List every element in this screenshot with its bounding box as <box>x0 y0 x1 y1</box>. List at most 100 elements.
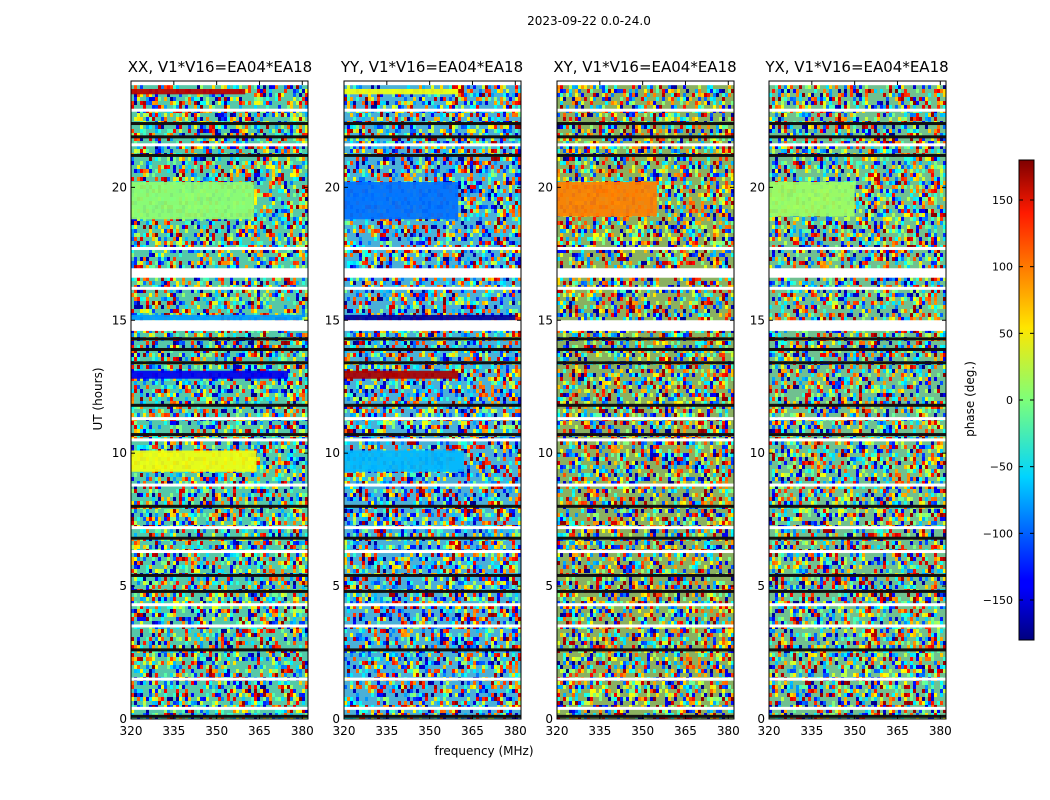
noise-cell <box>194 441 197 445</box>
noise-cell <box>227 561 230 565</box>
noise-cell <box>203 357 206 361</box>
noise-cell <box>161 481 164 485</box>
noise-cell <box>227 401 230 405</box>
noise-cell <box>167 377 170 381</box>
noise-cell <box>305 665 308 669</box>
noise-cell <box>299 369 302 373</box>
noise-cell <box>269 641 272 645</box>
noise-cell <box>215 545 218 549</box>
noise-cell <box>182 101 185 105</box>
noise-cell <box>272 389 275 393</box>
noise-cell <box>293 633 296 637</box>
noise-cell <box>152 689 155 693</box>
noise-cell <box>152 681 155 685</box>
noise-cell <box>296 397 299 401</box>
noise-cell <box>185 305 188 309</box>
noise-cell <box>266 449 269 453</box>
noise-cell <box>212 249 215 253</box>
noise-cell <box>206 493 209 497</box>
noise-cell <box>173 97 176 101</box>
noise-cell <box>248 669 251 673</box>
noise-cell <box>290 397 293 401</box>
noise-cell <box>245 657 248 661</box>
noise-cell <box>233 169 236 173</box>
noise-cell <box>284 89 287 93</box>
noise-cell <box>179 473 182 477</box>
noise-cell <box>254 629 257 633</box>
noise-cell <box>155 377 158 381</box>
noise-cell <box>305 253 308 257</box>
noise-cell <box>272 661 275 665</box>
noise-cell <box>218 497 221 501</box>
noise-cell <box>287 529 290 533</box>
noise-cell <box>263 149 266 153</box>
noise-cell <box>224 517 227 521</box>
noise-cell <box>269 405 272 409</box>
noise-cell <box>299 501 302 505</box>
noise-cell <box>230 297 233 301</box>
noise-cell <box>206 261 209 265</box>
noise-cell <box>197 577 200 581</box>
noise-cell <box>296 561 299 565</box>
noise-cell <box>209 149 212 153</box>
noise-cell <box>260 305 263 309</box>
noise-cell <box>203 125 206 129</box>
noise-cell <box>284 657 287 661</box>
noise-cell <box>140 621 143 625</box>
noise-cell <box>218 681 221 685</box>
noise-cell <box>179 425 182 429</box>
noise-cell <box>203 565 206 569</box>
noise-cell <box>188 621 191 625</box>
noise-cell <box>137 117 140 121</box>
noise-cell <box>218 173 221 177</box>
noise-cell <box>158 529 161 533</box>
noise-cell <box>299 541 302 545</box>
noise-cell <box>134 389 137 393</box>
noise-cell <box>179 117 182 121</box>
noise-cell <box>299 497 302 501</box>
noise-cell <box>254 193 257 197</box>
noise-cell <box>215 661 218 665</box>
noise-cell <box>143 485 146 489</box>
noise-cell <box>221 517 224 521</box>
noise-cell <box>233 569 236 573</box>
noise-cell <box>212 693 215 697</box>
noise-cell <box>284 309 287 313</box>
noise-cell <box>206 517 209 521</box>
noise-cell <box>239 241 242 245</box>
noise-cell <box>299 297 302 301</box>
noise-cell <box>194 561 197 565</box>
noise-cell <box>167 681 170 685</box>
noise-cell <box>260 513 263 517</box>
noise-cell <box>245 533 248 537</box>
noise-cell <box>233 113 236 117</box>
noise-cell <box>227 349 230 353</box>
noise-cell <box>260 577 263 581</box>
noise-cell <box>257 161 260 165</box>
noise-cell <box>281 569 284 573</box>
noise-cell <box>257 101 260 105</box>
noise-cell <box>245 249 248 253</box>
noise-cell <box>299 253 302 257</box>
noise-cell <box>140 529 143 533</box>
noise-cell <box>290 541 293 545</box>
noise-cell <box>185 617 188 621</box>
noise-cell <box>173 541 176 545</box>
noise-cell <box>305 557 308 561</box>
noise-cell <box>290 609 293 613</box>
noise-cell <box>152 249 155 253</box>
noise-cell <box>167 145 170 149</box>
noise-cell <box>275 125 278 129</box>
noise-cell <box>146 309 149 313</box>
noise-cell <box>179 553 182 557</box>
noise-cell <box>281 113 284 117</box>
noise-cell <box>212 657 215 661</box>
noise-cell <box>260 253 263 257</box>
noise-cell <box>302 401 305 405</box>
noise-cell <box>191 141 194 145</box>
noise-cell <box>158 661 161 665</box>
noise-cell <box>176 601 179 605</box>
noise-cell <box>215 493 218 497</box>
noise-cell <box>146 173 149 177</box>
noise-cell <box>242 561 245 565</box>
